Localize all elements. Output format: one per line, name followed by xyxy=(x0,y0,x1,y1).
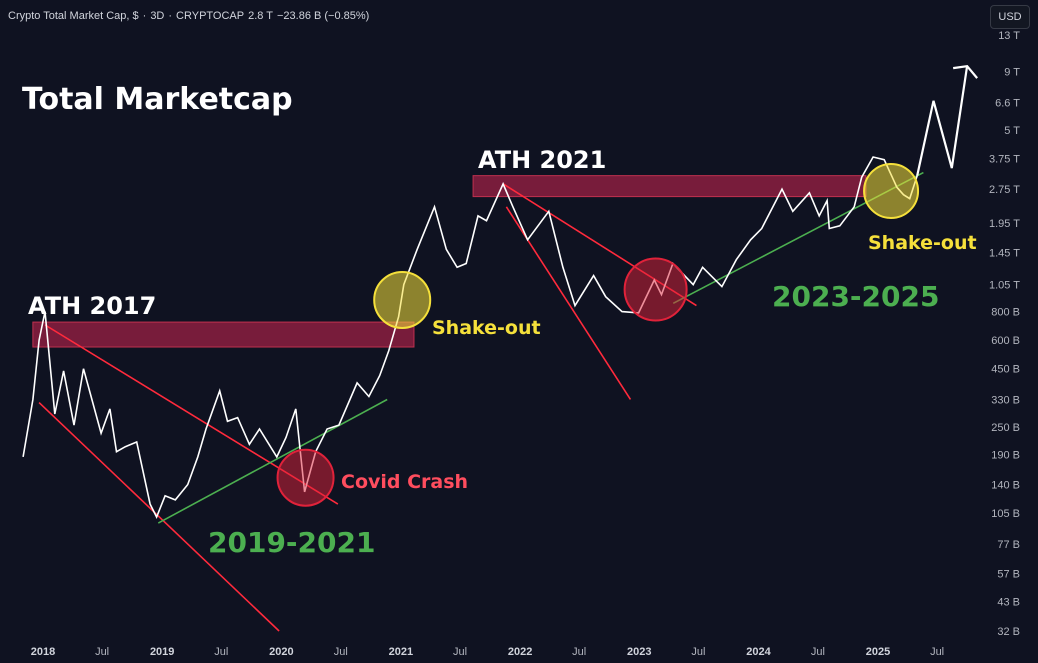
time-tick-label: 2021 xyxy=(389,646,413,658)
time-tick-label: 2024 xyxy=(746,646,771,658)
separator: · xyxy=(168,10,173,22)
price-tick-label: 1.45 T xyxy=(989,248,1020,260)
price-tick-label: 450 B xyxy=(991,364,1020,376)
time-tick-label: 2018 xyxy=(31,646,55,658)
range-2023-2025-label: 2023-2025 xyxy=(772,280,939,313)
price-tick-label: 1.05 T xyxy=(989,280,1020,292)
time-tick-label: Jul xyxy=(453,646,467,658)
price-tick-label: 9 T xyxy=(1004,66,1020,78)
time-tick-label: Jul xyxy=(95,646,109,658)
exchange: CRYPTOCAP xyxy=(176,10,245,22)
time-tick-label: 2019 xyxy=(150,646,174,658)
price-tick-label: 250 B xyxy=(991,422,1020,434)
price-tick-label: 6.6 T xyxy=(995,97,1020,109)
time-tick-label: Jul xyxy=(334,646,348,658)
downtrend-line xyxy=(38,401,280,632)
separator: · xyxy=(142,10,147,22)
ath-2021-label: ATH 2021 xyxy=(478,146,606,174)
shake-out-circle xyxy=(863,162,920,219)
time-tick-label: Jul xyxy=(214,646,228,658)
time-tick-label: 2025 xyxy=(866,646,890,658)
chart-title: Total Marketcap xyxy=(22,82,293,117)
shake-out-label: Shake-out xyxy=(868,232,977,254)
covid-crash-label: Covid Crash xyxy=(341,471,468,493)
price-change: −23.86 B (−0.85%) xyxy=(276,10,370,22)
range-2019-2021-label: 2019-2021 xyxy=(208,526,375,559)
time-tick-label: 2023 xyxy=(627,646,651,658)
price-tick-label: 600 B xyxy=(991,335,1020,347)
projection-arrowhead xyxy=(952,64,978,79)
price-tick-label: 1.95 T xyxy=(989,218,1020,230)
price-tick-label: 330 B xyxy=(991,394,1020,406)
price-axis[interactable]: 13 T 9 T 6.6 T 5 T 3.75 T 2.75 T 1.95 T 1.45 T 1… xyxy=(989,30,1020,638)
price-tick-label: 13 T xyxy=(998,30,1020,42)
ath-2021-zone xyxy=(472,175,867,198)
price-tick-label: 32 B xyxy=(997,626,1020,638)
chart-header: Crypto Total Market Cap, $ · 3D · CRYPTO… xyxy=(8,6,369,26)
time-tick-label: Jul xyxy=(572,646,586,658)
time-tick-label: Jul xyxy=(930,646,944,658)
price-tick-label: 57 B xyxy=(997,569,1020,581)
bottom-circle xyxy=(623,257,688,322)
time-tick-label: 2020 xyxy=(269,646,293,658)
last-price: 2.8 T xyxy=(248,10,273,22)
time-tick-label: Jul xyxy=(691,646,705,658)
symbol-name[interactable]: Crypto Total Market Cap, $ xyxy=(8,10,139,22)
uptrend-line xyxy=(157,398,388,524)
price-tick-label: 105 B xyxy=(991,508,1020,520)
price-tick-label: 43 B xyxy=(997,597,1020,609)
price-line-series xyxy=(22,156,918,519)
time-tick-label: Jul xyxy=(811,646,825,658)
ath-zones xyxy=(32,175,867,348)
price-tick-label: 5 T xyxy=(1004,125,1020,137)
price-tick-label: 190 B xyxy=(991,449,1020,461)
price-tick-label: 77 B xyxy=(997,539,1020,551)
time-axis[interactable]: 2018 Jul 2019 Jul 2020 Jul 2021 Jul 2022 Jul 2023 J… xyxy=(31,646,944,658)
projection-path xyxy=(916,65,969,176)
shake-out-label: Shake-out xyxy=(432,317,541,339)
ath-2017-label: ATH 2017 xyxy=(28,292,156,320)
price-tick-label: 3.75 T xyxy=(989,153,1020,165)
trendlines xyxy=(38,171,924,632)
interval[interactable]: 3D xyxy=(150,10,165,22)
currency-button[interactable]: USD xyxy=(990,5,1030,29)
price-tick-label: 140 B xyxy=(991,480,1020,492)
ath-2017-zone xyxy=(32,321,415,348)
covid-crash-circle xyxy=(276,448,335,507)
price-tick-label: 800 B xyxy=(991,307,1020,319)
price-tick-label: 2.75 T xyxy=(989,184,1020,196)
time-tick-label: 2022 xyxy=(508,646,532,658)
shake-out-circle xyxy=(373,270,432,329)
highlight-circles xyxy=(276,162,920,507)
